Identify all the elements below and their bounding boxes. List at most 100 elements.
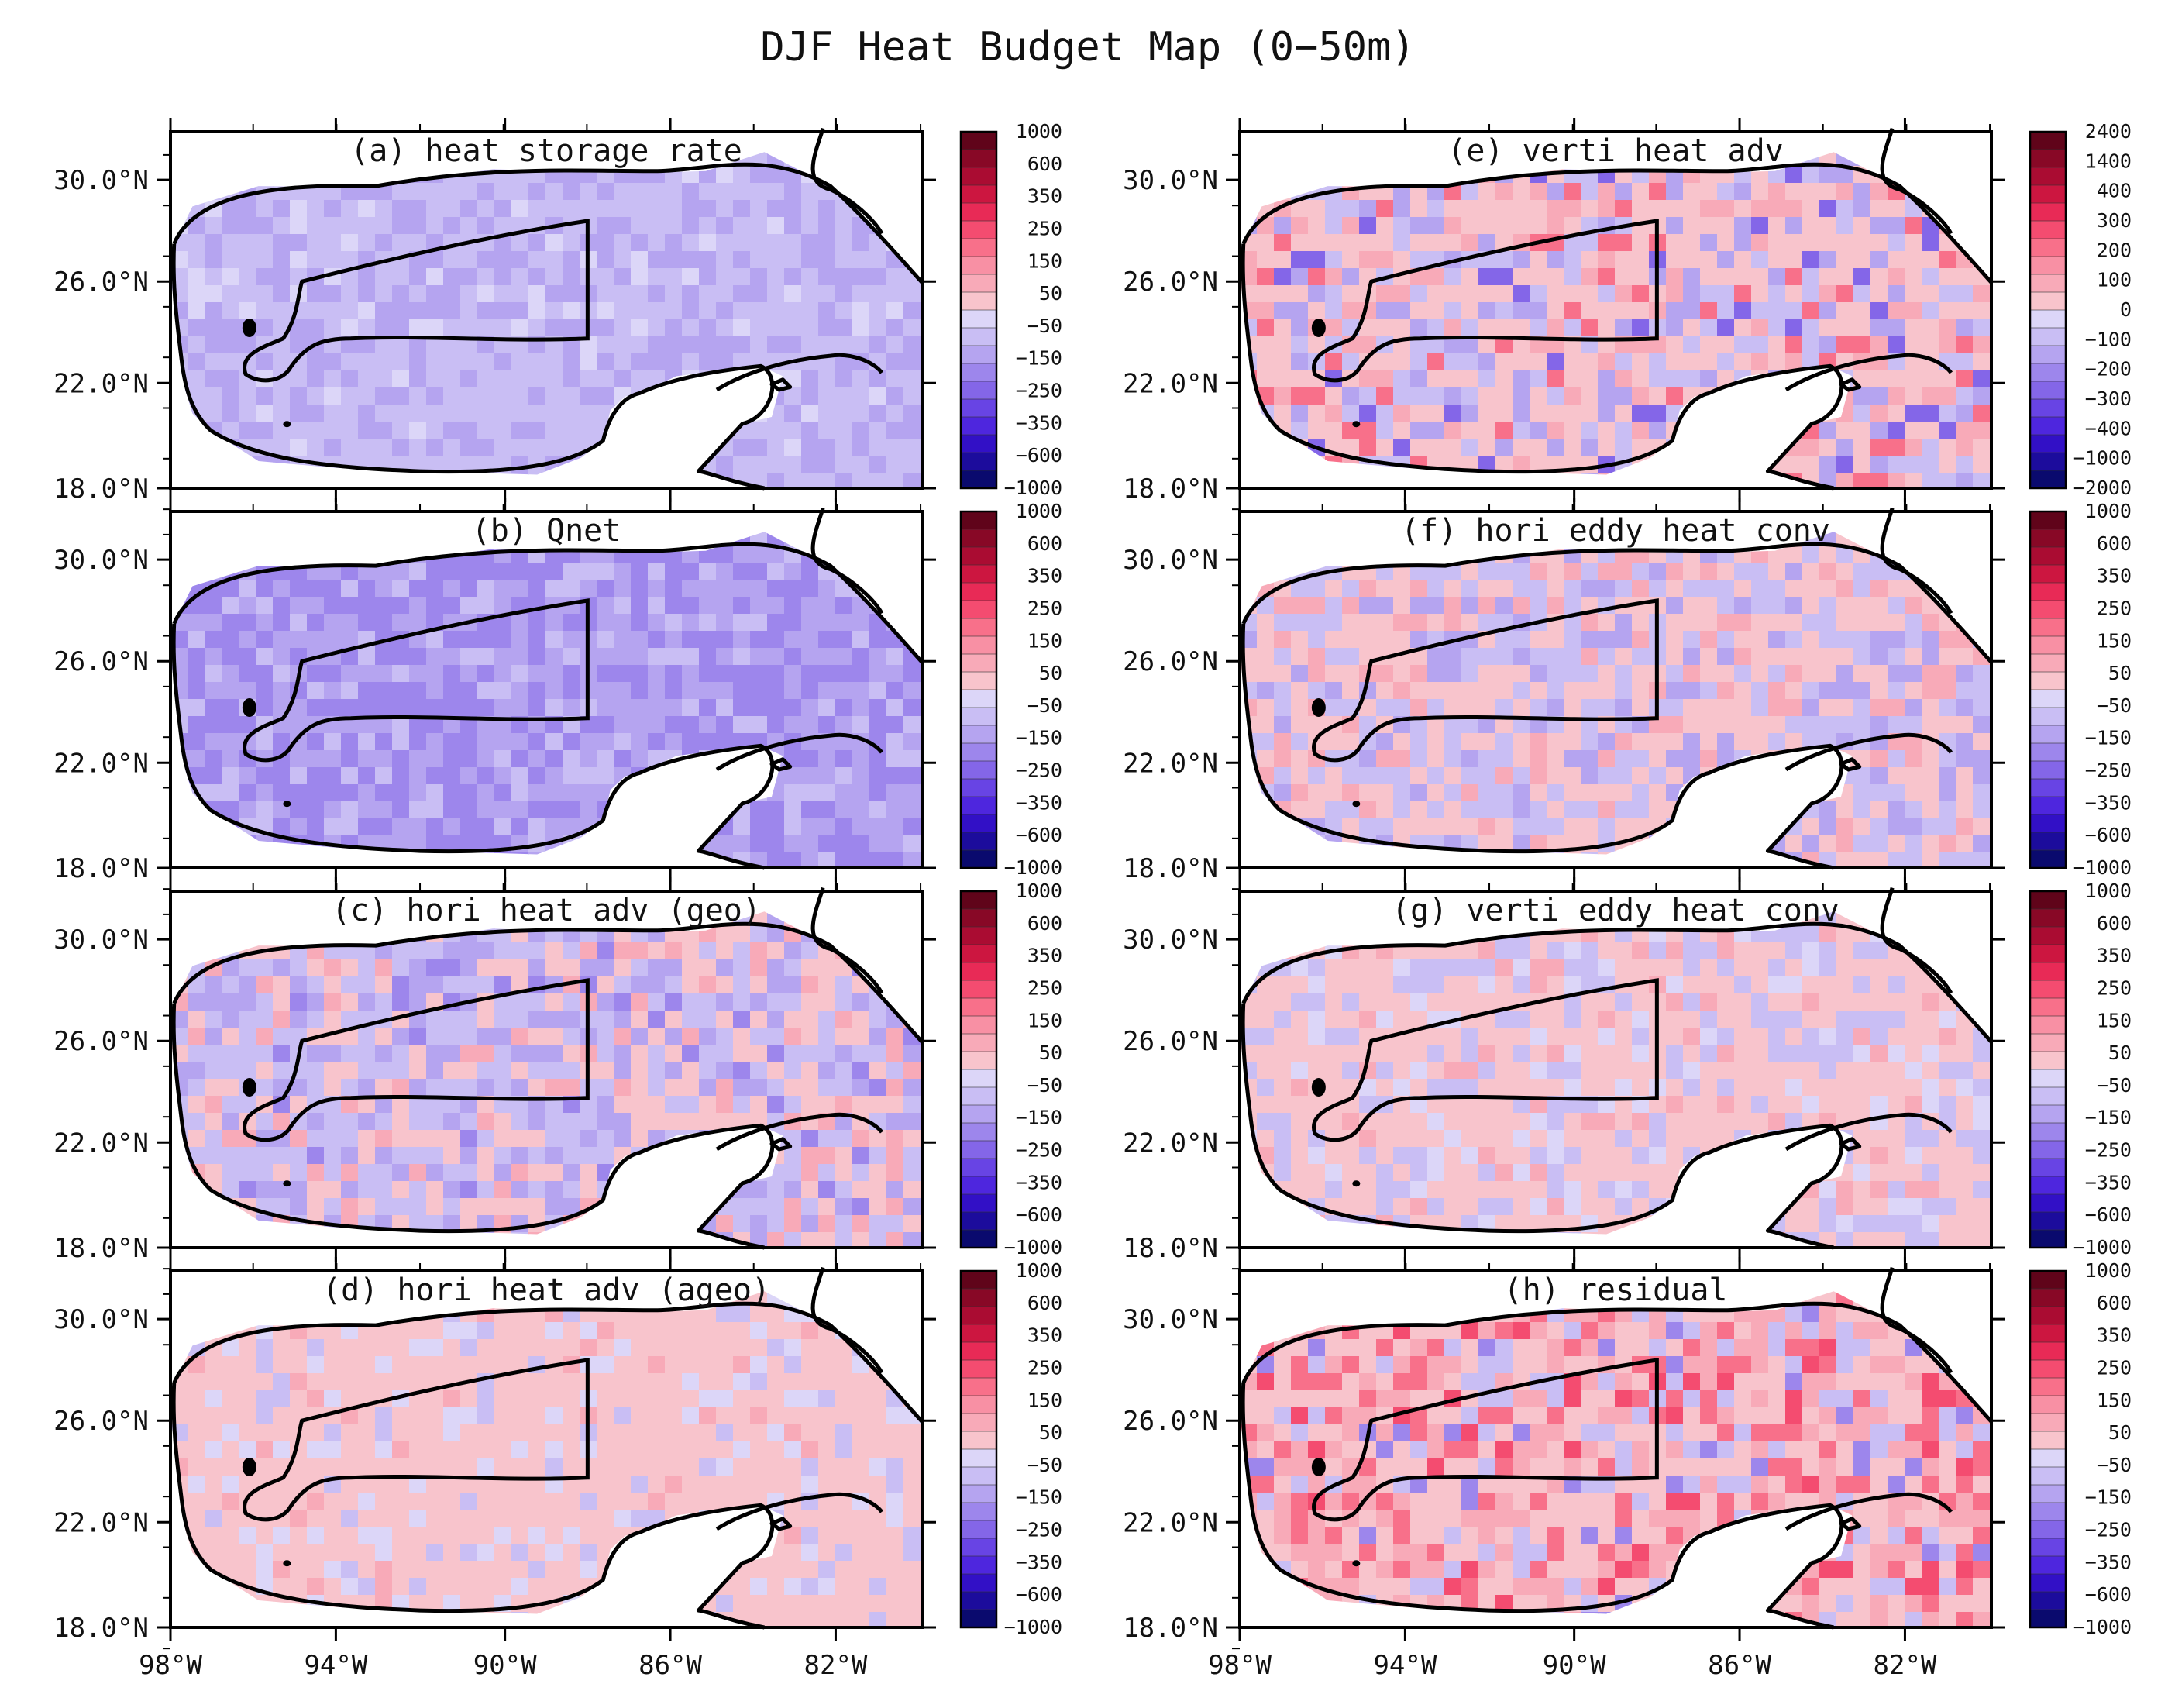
lat-label: 26.0°N: [53, 646, 149, 677]
field-cell: [903, 387, 921, 405]
field-cell: [767, 251, 785, 269]
field-cell: [1530, 353, 1547, 371]
field-cell: [1751, 387, 1769, 405]
field-cell: [886, 511, 904, 529]
field-cell: [222, 1062, 239, 1080]
field-cell: [358, 387, 376, 405]
field-cell: [392, 597, 410, 615]
field-cell: [358, 285, 376, 303]
field-cell: [767, 1045, 785, 1062]
field-cell: [256, 387, 274, 405]
field-cell: [1581, 767, 1599, 785]
field-cell: [801, 405, 819, 422]
field-cell: [205, 835, 222, 853]
field-cell: [886, 132, 904, 150]
field-cell: [205, 511, 222, 529]
island: [769, 377, 793, 392]
field-cell: [1342, 200, 1360, 218]
field-cell: [580, 835, 597, 853]
field-cell: [869, 1011, 887, 1028]
field-cell: [1785, 132, 1803, 150]
field-cell: [341, 784, 359, 802]
field-cell: [614, 835, 632, 853]
field-cell: [1853, 251, 1871, 269]
field-cell: [1427, 285, 1445, 303]
field-cell: [1632, 563, 1650, 580]
field-cell: [1870, 439, 1888, 456]
field-cell: [1274, 166, 1292, 184]
field-cell: [1785, 234, 1803, 252]
field-cell: [1683, 217, 1701, 235]
field-cell: [1274, 268, 1292, 286]
field-cell: [801, 942, 819, 960]
field-cell: [1683, 716, 1701, 734]
field-cell: [375, 959, 393, 977]
field-cell: [528, 1147, 546, 1165]
field-cell: [580, 353, 597, 371]
field-cell: [801, 716, 819, 734]
field-cell: [818, 387, 836, 405]
field-cell: [426, 183, 444, 201]
field-cell: [1393, 580, 1411, 597]
field-cell: [222, 784, 239, 802]
field-cell: [273, 200, 291, 218]
field-cell: [801, 1147, 819, 1165]
field-cell: [1819, 217, 1837, 235]
field-cell: [903, 976, 921, 994]
field-cell: [801, 614, 819, 632]
field-cell: [563, 353, 580, 371]
field-cell: [614, 716, 632, 734]
field-cell: [409, 1079, 427, 1097]
field-cell: [1922, 405, 1939, 422]
field-cell: [869, 1045, 887, 1062]
field-cell: [256, 422, 274, 439]
colorbar-segment: [2029, 220, 2067, 239]
field-cell: [341, 682, 359, 700]
field-cell: [1819, 614, 1837, 632]
field-cell: [358, 302, 376, 320]
field-cell: [852, 942, 870, 960]
colorbar-e: 240014004003002001000−100−200−300−400−10…: [2029, 120, 2132, 499]
field-cell: [1734, 563, 1752, 580]
field-cell: [903, 993, 921, 1011]
field-cell: [1922, 511, 1939, 529]
field-cell: [409, 716, 427, 734]
field-cell: [392, 268, 410, 286]
field-cell: [1513, 597, 1530, 615]
field-cell: [784, 631, 802, 649]
field-cell: [1478, 716, 1496, 734]
field-cell: [733, 631, 751, 649]
field-cell: [1513, 648, 1530, 666]
field-cell: [750, 959, 768, 977]
field-cell: [869, 370, 887, 388]
field-cell: [1819, 597, 1837, 615]
colorbar-segment: [960, 600, 997, 619]
field-cell: [273, 268, 291, 286]
field-cell: [818, 1079, 836, 1097]
field-cell: [631, 1079, 649, 1097]
field-cell: [1751, 422, 1769, 439]
field-cell: [682, 597, 700, 615]
field-cell: [1956, 784, 1974, 802]
field-cell: [290, 251, 308, 269]
field-cell: [1802, 439, 1820, 456]
field-cell: [528, 563, 546, 580]
field-cell: [1547, 251, 1564, 269]
field-cell: [818, 422, 836, 439]
field-cell: [477, 597, 495, 615]
field-cell: [545, 648, 563, 666]
field-cell: [1922, 648, 1939, 666]
field-cell: [648, 665, 666, 683]
field-cell: [631, 319, 649, 337]
field-cell: [1802, 302, 1820, 320]
field-cell: [1444, 336, 1462, 354]
field-cell: [1905, 648, 1922, 666]
field-cell: [750, 614, 768, 632]
field-cell: [1444, 716, 1462, 734]
field-cell: [903, 716, 921, 734]
field-cell: [1700, 597, 1718, 615]
field-cell: [545, 665, 563, 683]
field-cell: [665, 387, 683, 405]
field-cell: [784, 152, 802, 167]
field-cell: [699, 976, 717, 994]
